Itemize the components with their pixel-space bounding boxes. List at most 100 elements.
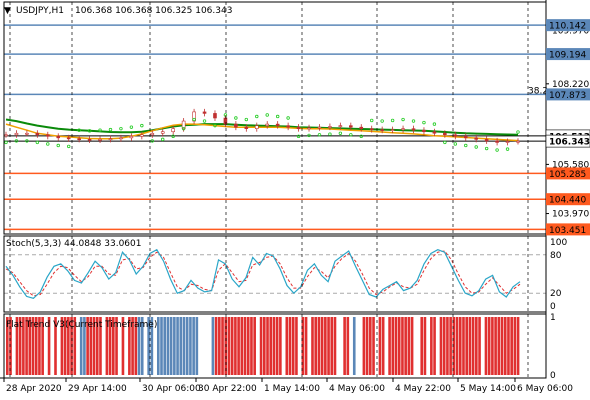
trend-bar (365, 317, 369, 375)
trend-bar (507, 317, 510, 375)
trend-bar (430, 317, 433, 375)
psar-dot (244, 117, 249, 122)
trend-bar (169, 317, 173, 375)
trend-tick-label: 1 (550, 313, 556, 323)
trend-bar (455, 317, 459, 375)
trend-bar (230, 317, 234, 375)
candle-body (25, 132, 29, 135)
trend-bar (185, 317, 189, 375)
trend-bar (28, 317, 32, 375)
trend-bar (401, 317, 404, 375)
psar-dot (422, 120, 426, 125)
trend-bar (426, 317, 430, 375)
trend-bar (182, 317, 186, 375)
trend-bar (327, 317, 330, 375)
trend-bar (79, 317, 83, 375)
candle-body (265, 123, 270, 126)
trend-bar (227, 317, 231, 375)
level-price-label: 105.285 (549, 170, 586, 180)
psar-dot (370, 118, 374, 123)
trend-bar (266, 317, 269, 375)
trend-bar (407, 317, 411, 375)
psar-dot (474, 145, 478, 149)
level-price-label: 109.194 (549, 51, 586, 61)
candle-body (98, 139, 102, 141)
trend-bar (6, 317, 9, 375)
trend-bar (60, 317, 64, 375)
header-arrow-icon[interactable]: ▼ (4, 6, 11, 16)
trend-bar (201, 317, 205, 375)
trend-bar (173, 317, 176, 375)
psar-dot (98, 128, 102, 132)
psar-dot (484, 146, 489, 151)
trend-bar (44, 317, 48, 375)
trend-bar (12, 317, 16, 375)
candle-body (202, 111, 207, 114)
trend-bar (458, 317, 462, 375)
psar-dot (516, 130, 520, 134)
trend-bar (307, 317, 311, 375)
trend-indicator-label: Flat Trend V3(Current Timeframe) (6, 320, 157, 330)
trend-bar (137, 317, 141, 375)
candle-body (150, 132, 155, 136)
stochastic-pane[interactable] (4, 248, 546, 299)
trend-bar (15, 317, 19, 375)
time-tick-label: 30 Apr 22:00 (198, 384, 257, 394)
trend-bar (89, 317, 93, 375)
trend-bar (31, 317, 35, 375)
trend-bar (385, 317, 388, 375)
candle-body (369, 128, 374, 130)
trend-bar (76, 317, 80, 375)
trend-bar (118, 317, 122, 375)
psar-dot (464, 143, 468, 148)
trend-bar (516, 317, 520, 375)
trend-bar (153, 317, 157, 375)
psar-dot (349, 133, 353, 137)
candle-body (317, 126, 322, 129)
trend-bar (256, 317, 260, 375)
psar-dot (25, 139, 29, 143)
time-tick-label: 1 May 14:00 (264, 384, 320, 394)
time-tick-label: 5 May 14:00 (460, 384, 516, 394)
ma-slow-line (5, 118, 519, 136)
trend-bar (356, 317, 359, 375)
trend-bar (115, 317, 118, 375)
ma-fast-line (5, 123, 519, 142)
trend-bar (50, 317, 54, 375)
trend-bar (189, 317, 192, 375)
time-tick-label: 6 May 06:00 (517, 384, 573, 394)
trend-bar (433, 317, 436, 375)
trend-indicator-pane[interactable] (6, 317, 520, 375)
trend-bar (311, 317, 314, 375)
stoch-tick-label: 80 (550, 251, 562, 261)
candle-body (463, 136, 468, 139)
candle-body (129, 136, 134, 139)
level-price-label: 110.142 (549, 22, 586, 32)
psar-dot (140, 123, 144, 128)
psar-dot (505, 147, 510, 151)
trend-bar (134, 317, 138, 375)
trend-bar (340, 317, 343, 375)
trend-bar (491, 317, 494, 375)
stoch-tick-label: 100 (550, 238, 567, 248)
trend-bar (205, 317, 208, 375)
price-tick-label: 105.580 (552, 160, 589, 170)
trend-bar (465, 317, 468, 375)
stoch-tick-label: 20 (550, 289, 562, 299)
trend-bar (452, 317, 456, 375)
price-pane[interactable]: 38.2 (4, 24, 548, 231)
trend-bar (147, 317, 150, 375)
candle-body (505, 141, 510, 143)
trend-bar (211, 317, 215, 375)
trend-bar (124, 317, 128, 375)
trend-bar (301, 317, 305, 375)
candle-body (244, 126, 249, 129)
trend-tick-label: 0 (550, 371, 556, 381)
level-price-badge (546, 88, 590, 101)
trend-bar (86, 317, 89, 375)
candle-body (328, 126, 332, 128)
trend-bar (25, 317, 28, 375)
price-tick-label: 109.970 (552, 26, 589, 36)
